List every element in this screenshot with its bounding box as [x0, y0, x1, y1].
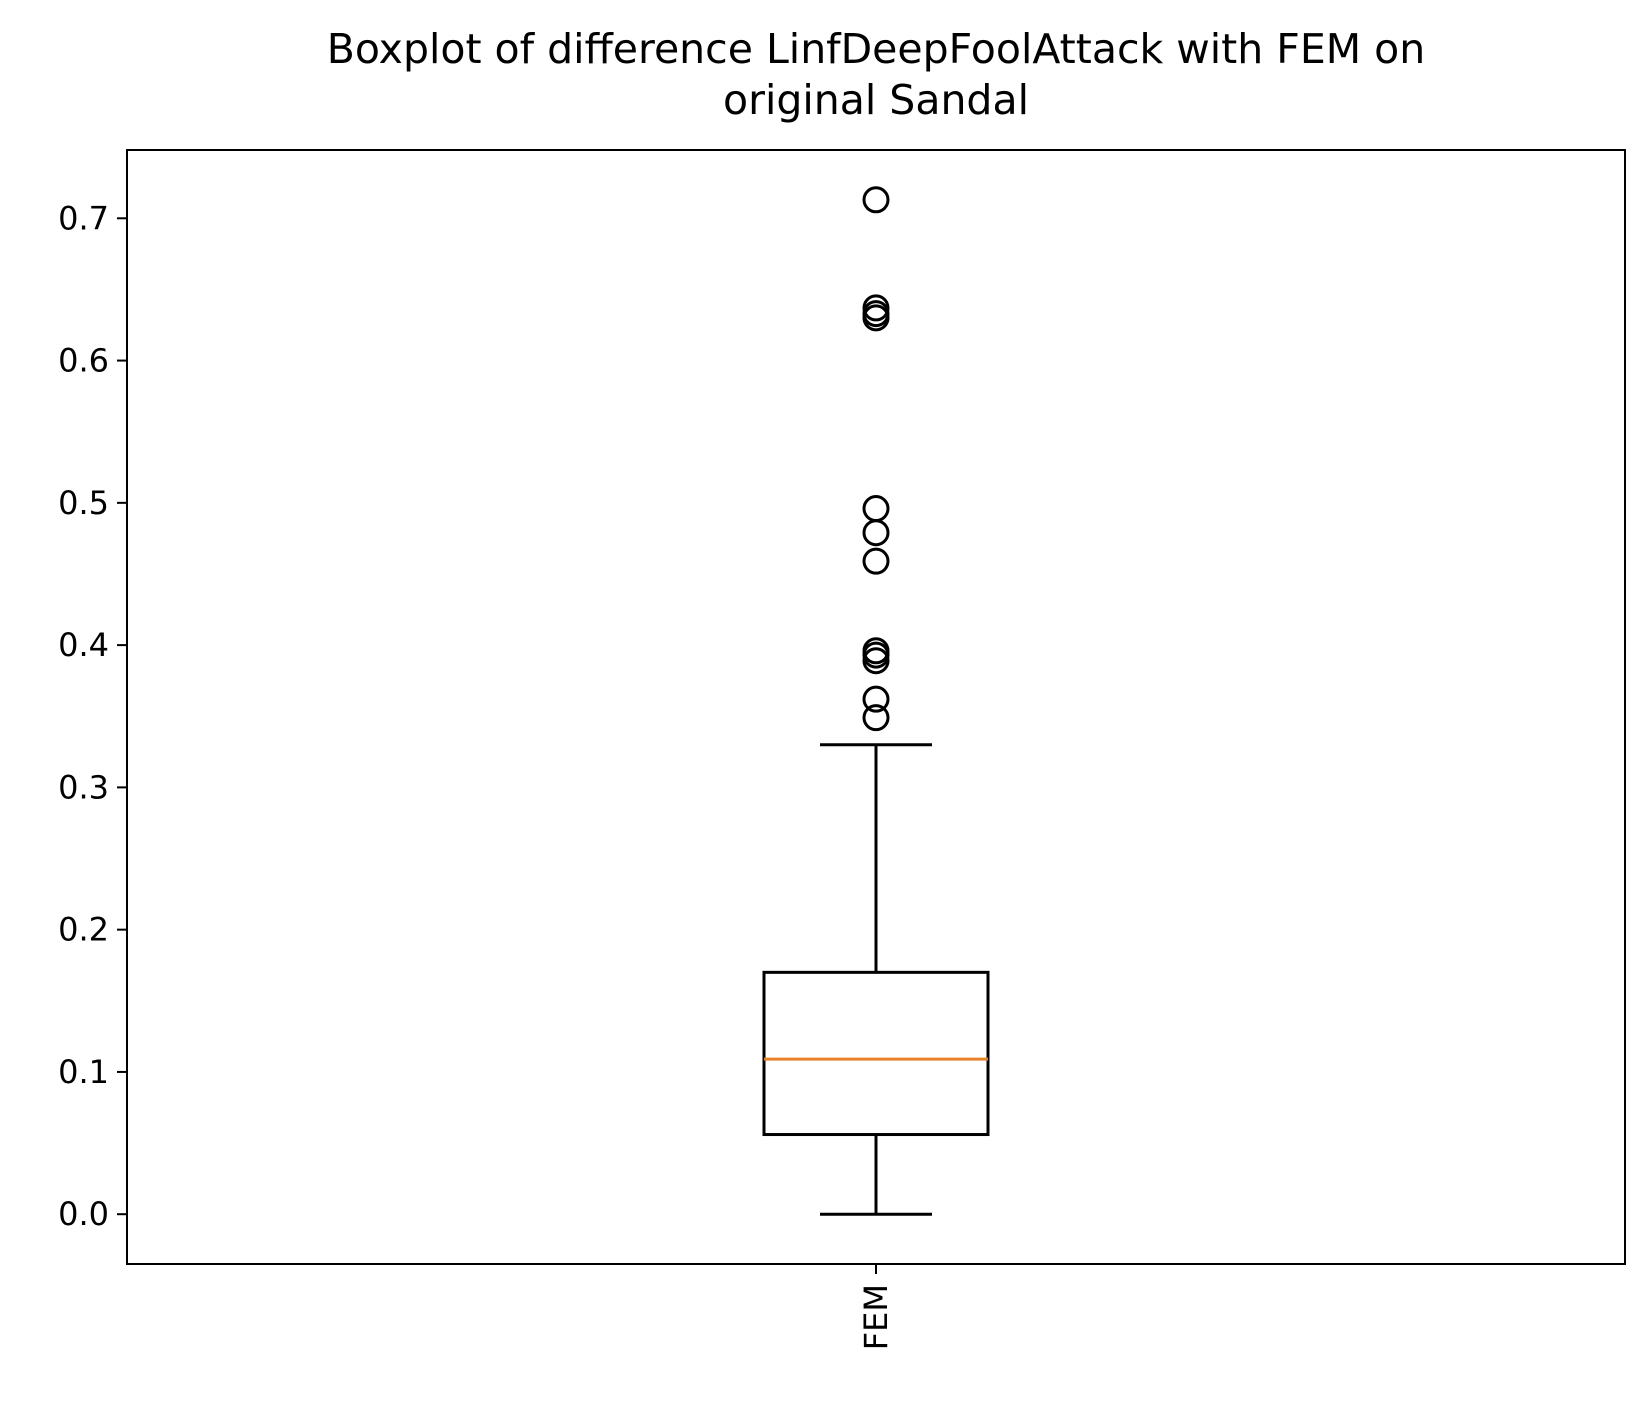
- y-tick-label: 0.3: [58, 768, 109, 806]
- outlier-point: [862, 704, 890, 732]
- outlier-point: [862, 294, 890, 322]
- y-tick-label: 0.2: [58, 911, 109, 949]
- outlier-point: [862, 495, 890, 523]
- plot-area: 0.0 0.1 0.2 0.3 0.4 0.5 0.6 0.7 FEM: [58, 186, 990, 1350]
- y-tick-label: 0.5: [58, 484, 109, 522]
- y-tick-label: 0.6: [58, 342, 109, 380]
- outlier-point: [862, 519, 890, 547]
- chart-title-line-2: original Sandal: [723, 76, 1029, 124]
- x-tick-label: FEM: [857, 1284, 895, 1350]
- y-tick-label: 0.4: [58, 626, 109, 664]
- axes-frame: [126, 149, 1626, 1265]
- chart-title-line-1: Boxplot of difference LinfDeepFoolAttack…: [327, 25, 1426, 73]
- outlier-point: [862, 637, 890, 665]
- y-tick-label: 0.1: [58, 1053, 109, 1091]
- outlier-point: [862, 685, 890, 713]
- outlier-point: [862, 186, 890, 214]
- y-tick-label: 0.0: [58, 1195, 109, 1233]
- box-iqr: [762, 970, 990, 1137]
- outlier-point: [862, 547, 890, 575]
- y-tick-label: 0.7: [58, 199, 109, 237]
